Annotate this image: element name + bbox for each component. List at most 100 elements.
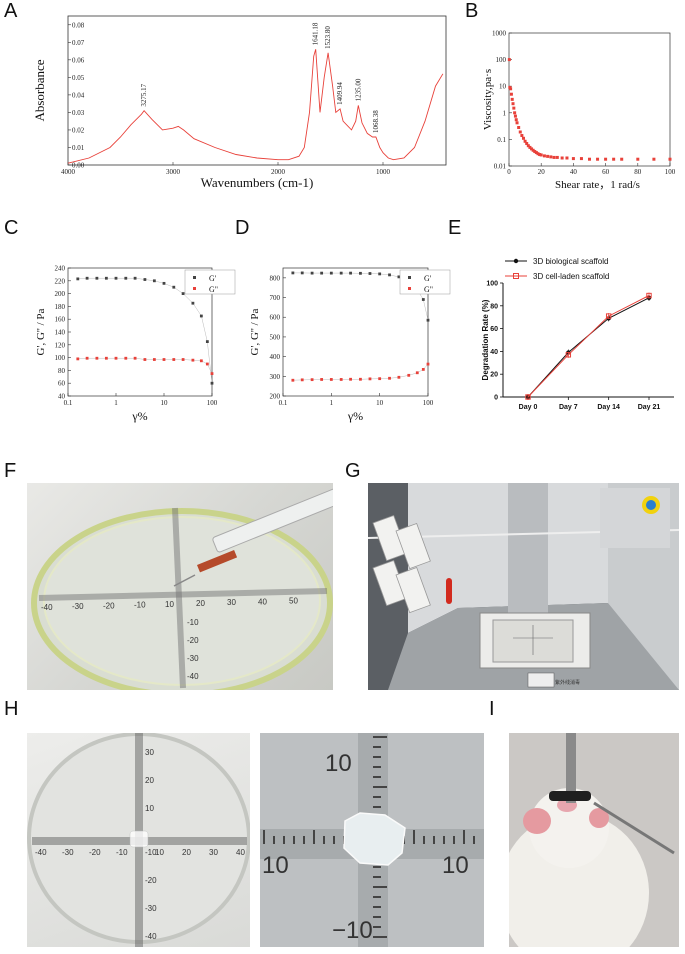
peak-label: 1235.00: [354, 78, 362, 101]
viscosity-point: [517, 126, 521, 130]
panel-label-i: I: [489, 698, 495, 720]
viscosity-point: [652, 157, 656, 161]
y-tick-label: 20: [490, 372, 498, 379]
y-tick-label: 0.02: [72, 126, 85, 134]
g-double-prime-point: [426, 362, 430, 366]
g-prime-point: [359, 271, 362, 275]
viscosity-point: [515, 121, 519, 125]
g-double-prime-point: [210, 372, 214, 375]
panel-label-g: G: [345, 460, 361, 482]
g-double-prime-point: [205, 362, 209, 366]
ruler-label: 30: [209, 848, 218, 857]
y-axis-title: Absorbance: [32, 59, 47, 121]
x-tick-label: 80: [634, 168, 642, 176]
ruler-label: 10: [155, 848, 164, 857]
viscosity-point: [530, 147, 534, 151]
g-prime-point: [181, 292, 185, 295]
viscosity-point: [612, 157, 616, 161]
ruler-label: 50: [289, 597, 298, 606]
ruler-label: -10: [134, 601, 146, 610]
viscosity-point: [536, 152, 540, 156]
viscosity-point: [560, 156, 564, 160]
g-prime-point: [124, 276, 128, 280]
cell-laden-scaffold-point: [646, 292, 652, 299]
g-prime-point: [172, 285, 176, 289]
g-double-prime-point: [407, 373, 411, 377]
g-prime-point: [368, 272, 372, 275]
y-tick-label: 0.07: [72, 39, 85, 47]
g-double-prime-point: [378, 377, 382, 381]
peak-label: 1641.18: [312, 22, 320, 45]
peak-label: 1523.80: [324, 26, 332, 49]
viscosity-point: [549, 155, 553, 159]
g-prime-point: [397, 275, 401, 279]
x-tick-label: 0: [507, 168, 511, 176]
legend-marker: [408, 276, 411, 279]
ruler-label: 40: [236, 848, 245, 857]
y-tick-label: 60: [58, 380, 66, 388]
legend-marker: [193, 276, 196, 279]
ruler-label: 20: [145, 776, 154, 785]
y-axis-title: G', G'' / Pa: [249, 308, 261, 355]
x-axis-title: γ%: [131, 409, 147, 423]
x-axis-title: Shear rate，1 rad/s: [555, 179, 640, 191]
ruler-label: -10: [145, 848, 157, 857]
viscosity-point: [604, 157, 608, 161]
x-tick-label: 100: [423, 399, 434, 407]
y-tick-label: 500: [270, 333, 281, 341]
y-tick-label: 100: [55, 354, 66, 362]
viscosity-point: [511, 102, 515, 106]
ruler-label: 30: [145, 748, 154, 757]
g-prime-point: [199, 314, 203, 318]
viscosity-point: [507, 58, 511, 62]
legend-marker: [408, 287, 411, 290]
g-double-prime-point: [199, 359, 203, 363]
y-axis-title: Viscosity,pa·s: [482, 69, 494, 130]
panel-label-h: H: [4, 698, 19, 720]
g-prime-point: [378, 272, 382, 276]
g-double-prime-point: [172, 358, 176, 361]
g-prime-point: [152, 279, 156, 283]
g-prime-point: [426, 318, 430, 322]
ruler-label: -30: [62, 848, 74, 857]
ruler-label: 20: [182, 848, 191, 857]
cell-laden-scaffold-point: [565, 352, 572, 358]
legend-marker: [513, 273, 519, 279]
y-tick-label: 400: [270, 353, 281, 361]
y-tick-label: 0.00: [72, 162, 85, 170]
viscosity-point: [596, 157, 600, 161]
h2-scale-label: 10: [262, 852, 289, 879]
viscosity-point: [509, 92, 513, 96]
x-tick-label: 10: [161, 399, 169, 407]
viscosity-point: [520, 134, 524, 138]
axes-frame: [67, 267, 213, 397]
x-tick-label: 100: [665, 168, 676, 176]
h2-scale-label: 10: [325, 750, 352, 777]
photo-g-bioprinter-chamber: 紫外线消毒: [368, 483, 679, 690]
legend-label: G": [424, 285, 433, 294]
ruler-label: -30: [72, 602, 84, 611]
legend-label: G": [209, 285, 218, 294]
y-tick-label: 200: [55, 290, 66, 298]
degradation-series-line: [527, 297, 650, 398]
g-prime-point: [191, 301, 195, 305]
g-double-prime-point: [104, 356, 108, 360]
ruler-label: -30: [145, 904, 157, 913]
ruler-label: -40: [41, 603, 53, 612]
ruler-label: 40: [258, 597, 267, 606]
series-line: [77, 357, 213, 374]
biological-scaffold-point: [525, 394, 531, 400]
peak-label: 1068.38: [372, 110, 380, 133]
g-double-prime-point: [368, 377, 372, 381]
legend-label: G': [424, 274, 432, 283]
g-prime-point: [133, 276, 137, 280]
ruler-label: -20: [145, 876, 157, 885]
y-tick-label: 240: [55, 265, 66, 273]
viscosity-point: [521, 136, 525, 140]
viscosity-point: [512, 106, 516, 110]
legend-box: [184, 269, 236, 295]
g-prime-point: [421, 298, 425, 301]
scaffold-sample: [343, 812, 406, 866]
g-double-prime-point: [320, 378, 324, 381]
axes-frame: [282, 267, 429, 397]
